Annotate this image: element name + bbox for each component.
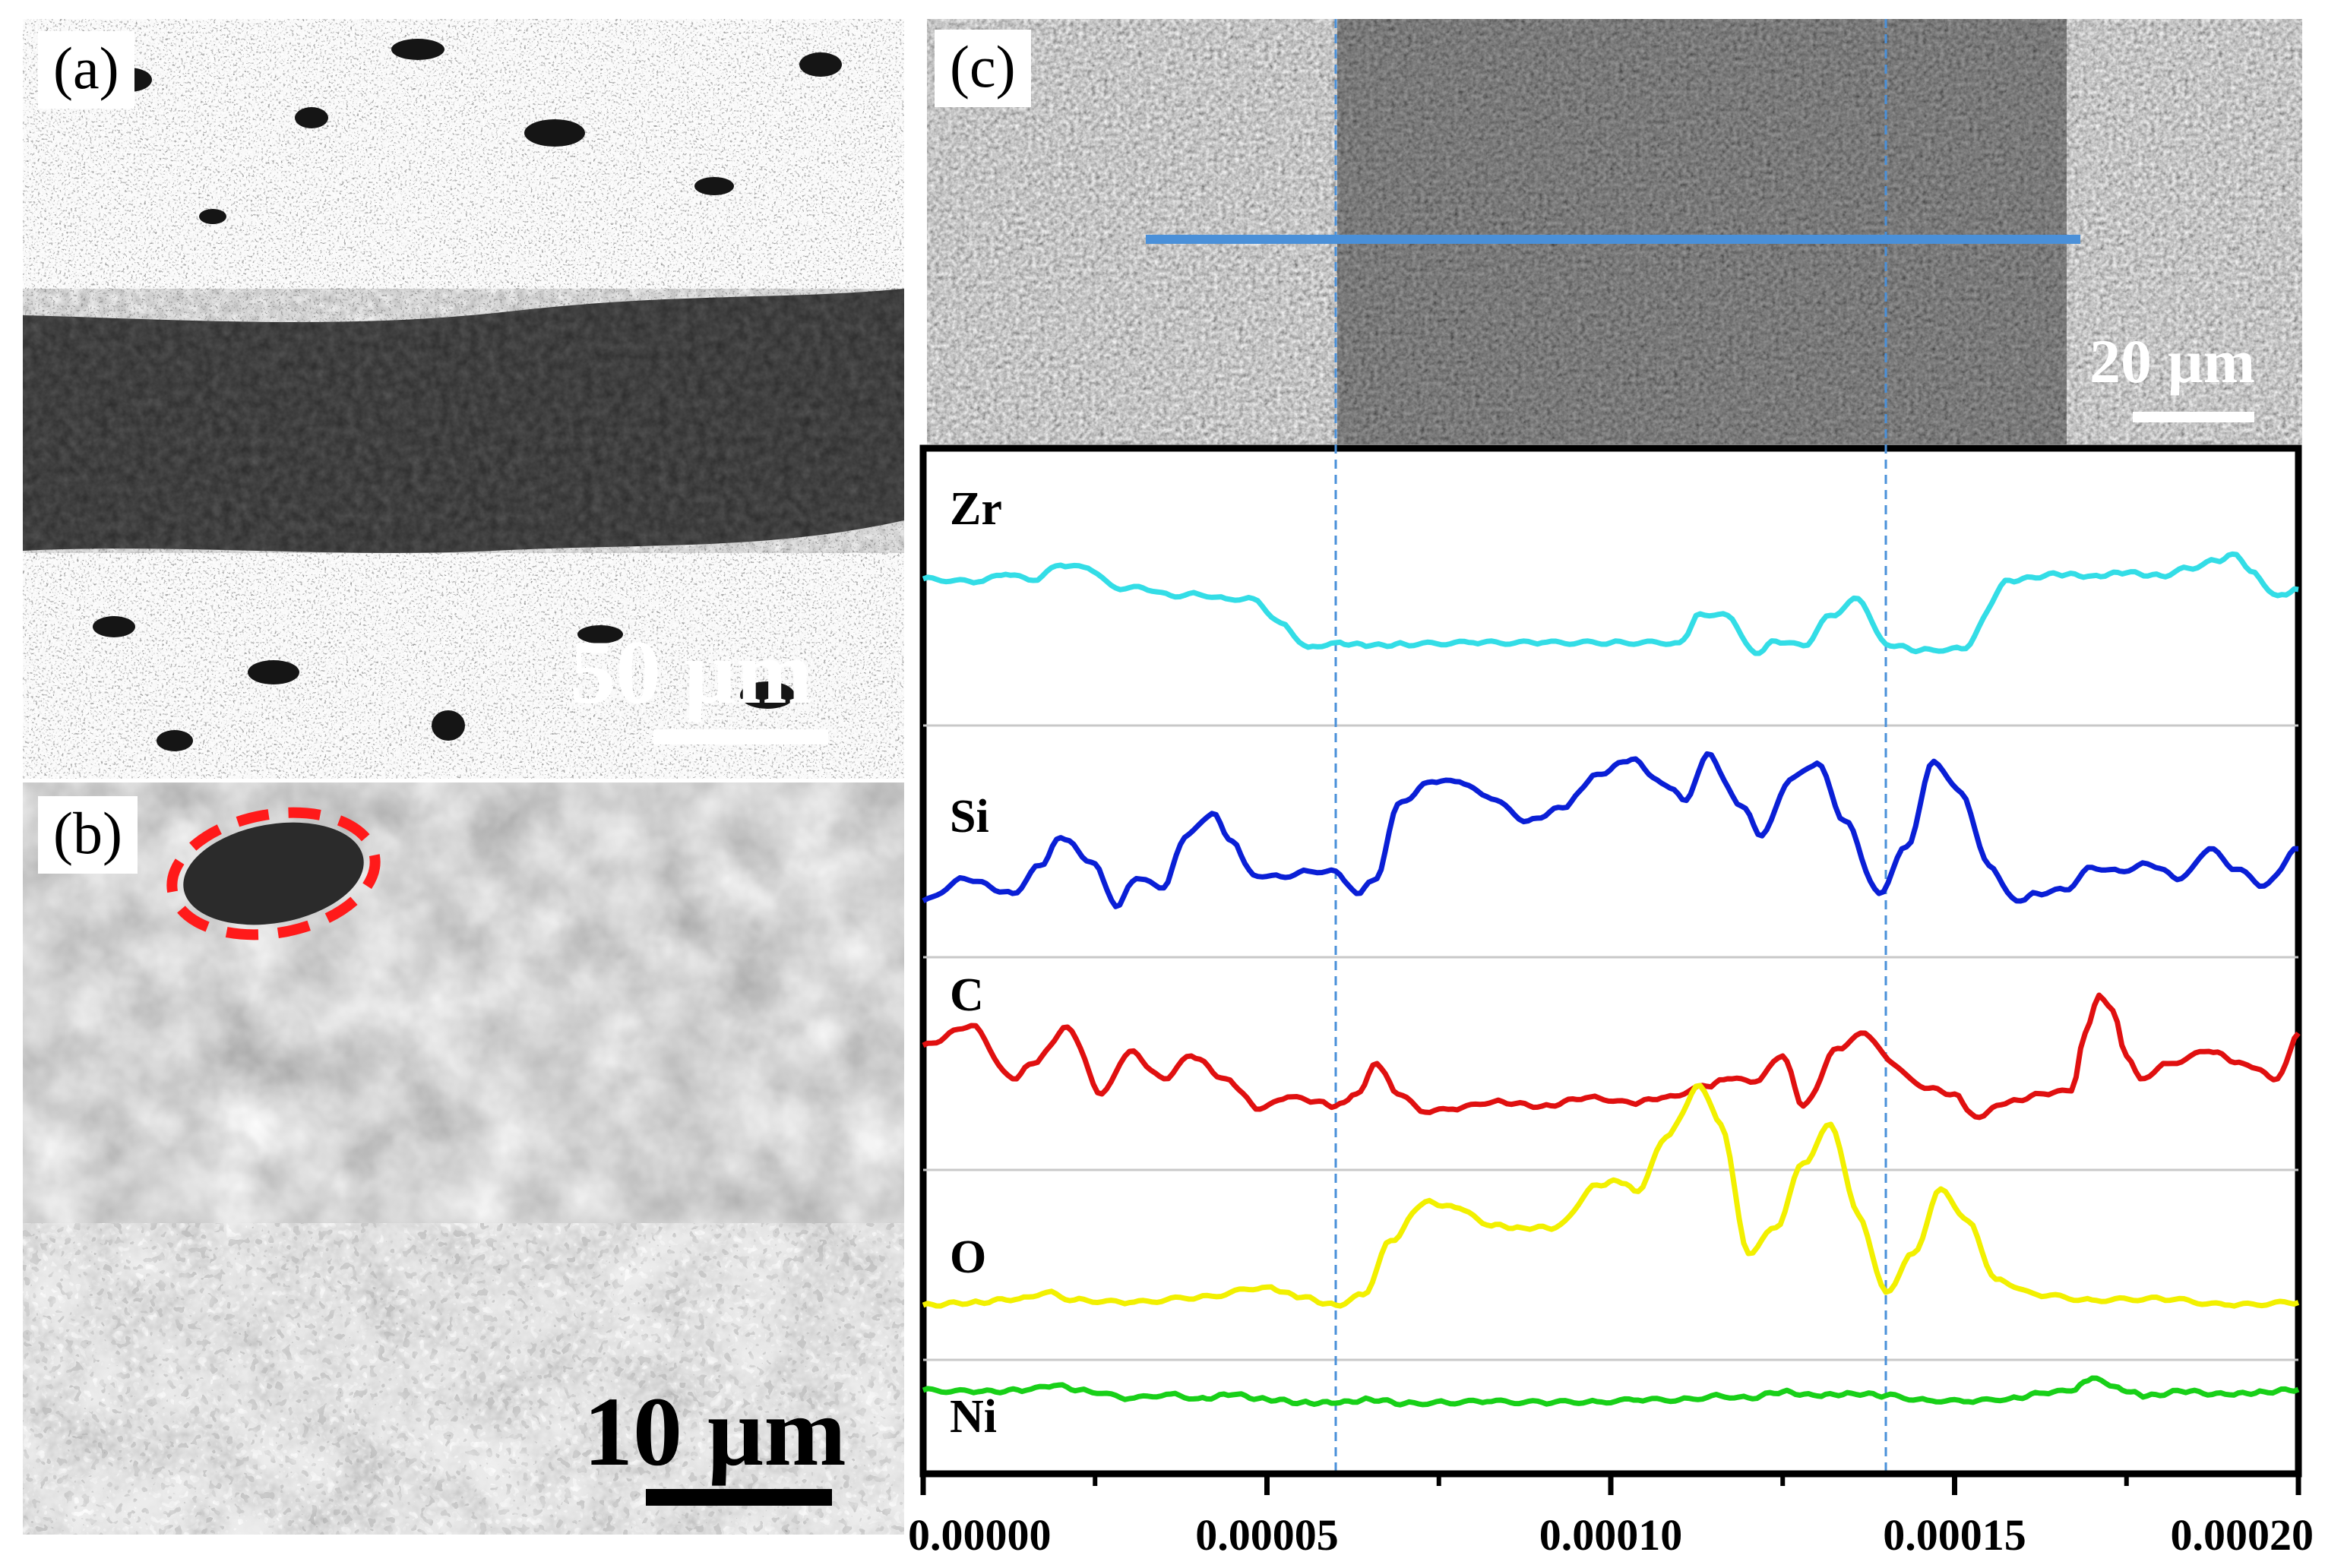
plot-frame: [919, 444, 2302, 1478]
element-label-c: C: [950, 969, 984, 1021]
series-line-si: [922, 751, 2299, 909]
panel-b-sem-image: [23, 782, 904, 1535]
element-label-o: O: [950, 1231, 986, 1283]
bright-granular-layer: [23, 1223, 904, 1535]
panel-c-scale-text: 20 µm: [2089, 327, 2256, 396]
element-label-zr: Zr: [950, 483, 1002, 535]
panel-b-label: (b): [38, 796, 138, 874]
x-tick-label: 0.00010: [1539, 1510, 1683, 1560]
panel-c-label: (c): [935, 30, 1031, 107]
interlayer-region: [1337, 19, 2067, 444]
panel-c-scale-bar: [2133, 412, 2254, 422]
panel-a-sem-image: [23, 19, 904, 779]
element-label-si: Si: [950, 791, 989, 842]
panel-b: (b) 10 µm: [23, 782, 904, 1535]
element-labels: Zr Si C O Ni: [950, 483, 1002, 1443]
x-tick-label: 0.00005: [1195, 1510, 1339, 1560]
panel-c: (c) 20 µm: [927, 19, 2302, 444]
band-separators: [923, 724, 2298, 1361]
coating-texture: [927, 19, 2302, 444]
x-tick-label: 0.00000: [908, 1510, 1052, 1560]
interlayer-texture: [23, 289, 904, 553]
series-group: [922, 551, 2301, 1408]
x-tick-label: 0.00015: [1883, 1510, 2026, 1560]
panel-b-scale-bar: [646, 1489, 832, 1506]
series-line-c: [922, 992, 2301, 1121]
series-line-o: [922, 1083, 2300, 1309]
series-line-ni: [922, 1375, 2300, 1408]
panel-c-sem-image: [927, 19, 2302, 444]
x-axis-ticks: 0.00000 0.00005 0.00010 0.00015 0.00020: [908, 1470, 2314, 1560]
panel-a-label: (a): [38, 31, 134, 109]
panel-a-scale-text: 50 µm: [570, 621, 813, 722]
panel-a-scale-bar: [653, 729, 828, 744]
pore-marker-ellipse: [166, 807, 381, 940]
element-label-ni: Ni: [950, 1391, 997, 1443]
pores: [93, 39, 842, 751]
x-tick-label: 0.00020: [2171, 1510, 2314, 1560]
pore: [183, 822, 364, 925]
panel-a: (a) 50 µm: [23, 19, 904, 779]
panel-b-scale-text: 10 µm: [584, 1377, 846, 1487]
series-line-zr: [922, 551, 2299, 656]
